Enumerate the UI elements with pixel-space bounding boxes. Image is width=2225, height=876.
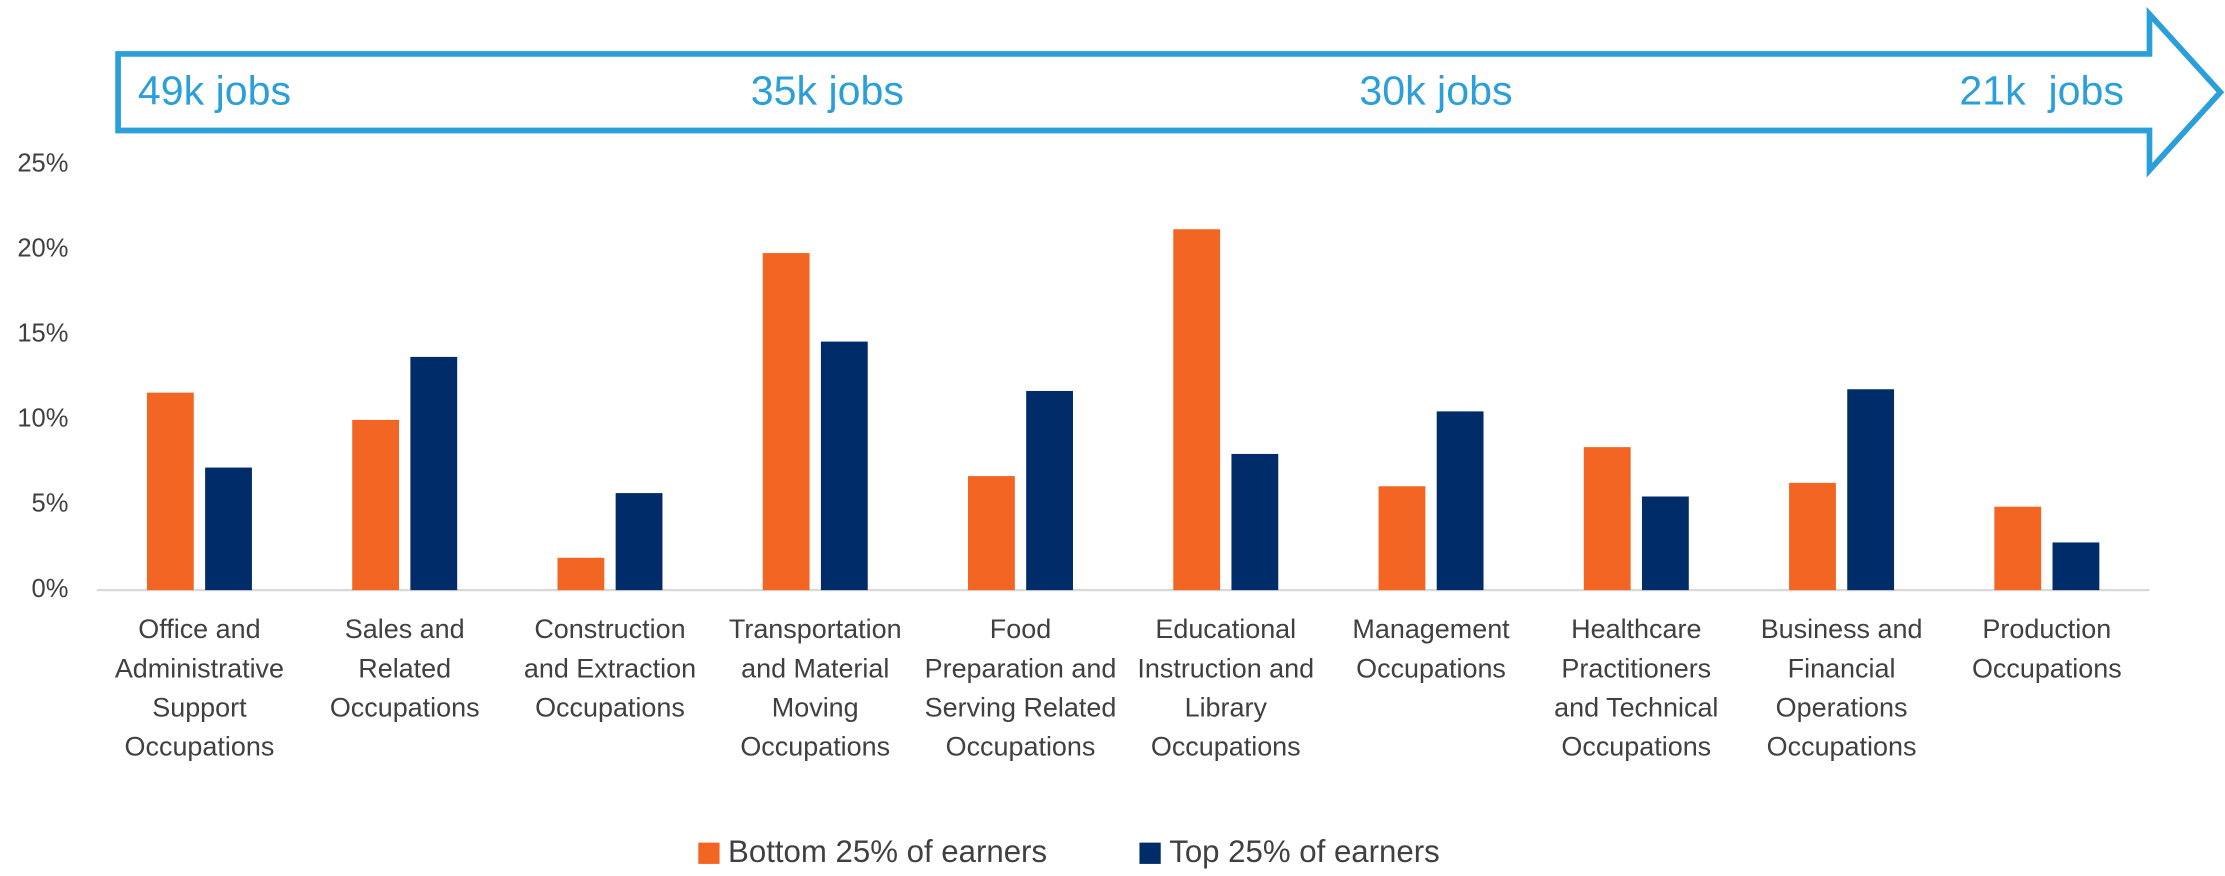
x-tick-label: Management Occupations	[1352, 614, 1510, 683]
x-tick-label: Business and Financial Operations Occupatio…	[1761, 614, 1923, 761]
legend-label: Top 25% of earners	[1169, 834, 1439, 869]
legend-swatch	[698, 842, 720, 864]
bar	[1231, 453, 1279, 591]
bar	[2052, 542, 2100, 591]
x-tick-label: Sales and Related Occupations	[330, 614, 480, 722]
bar	[410, 356, 458, 591]
x-tick-label: Healthcare Practitioners and Technical Occu…	[1554, 614, 1718, 761]
y-tick-label: 20%	[17, 234, 68, 262]
bar	[1994, 506, 2042, 591]
arrow-label: 49k jobs	[138, 67, 291, 113]
x-tick-label: Office and Administrative Support Occupatio…	[115, 614, 284, 761]
x-tick-label: Food Preparation and Serving Related Occupa…	[925, 614, 1117, 761]
bar	[1847, 389, 1895, 591]
bar	[352, 419, 400, 591]
legend-swatch	[1139, 842, 1161, 864]
y-tick-label: 10%	[17, 405, 68, 433]
bar	[1641, 496, 1689, 591]
bar	[1789, 482, 1836, 591]
bar	[968, 476, 1015, 591]
bar	[1173, 229, 1221, 591]
bar	[1378, 486, 1426, 591]
arrow-label: 30k jobs	[1359, 67, 1512, 113]
legend-label: Bottom 25% of earners	[728, 834, 1047, 869]
bar	[762, 253, 810, 591]
arrow-label: 35k jobs	[751, 67, 904, 113]
y-tick-label: 5%	[32, 490, 69, 518]
y-tick-label: 25%	[17, 149, 68, 177]
bar	[1026, 390, 1073, 591]
x-tick-label: Construction and Extraction Occupations	[524, 614, 696, 722]
y-tick-label: 0%	[32, 575, 69, 603]
bar	[146, 392, 194, 591]
bar	[557, 557, 605, 591]
y-tick-label: 15%	[17, 320, 68, 348]
bar	[205, 467, 252, 591]
bar	[1436, 411, 1484, 591]
bar	[820, 341, 868, 591]
jobs-arrow	[115, 6, 2225, 178]
bar	[1583, 447, 1631, 591]
x-tick-label: Educational Instruction and Library Occupat…	[1137, 614, 1314, 761]
x-tick-label: Production Occupations	[1972, 614, 2122, 683]
arrow-label: 21k jobs	[1959, 67, 2124, 113]
bar	[615, 493, 663, 591]
x-tick-label: Transportation and Material Moving Occupati…	[729, 614, 902, 761]
